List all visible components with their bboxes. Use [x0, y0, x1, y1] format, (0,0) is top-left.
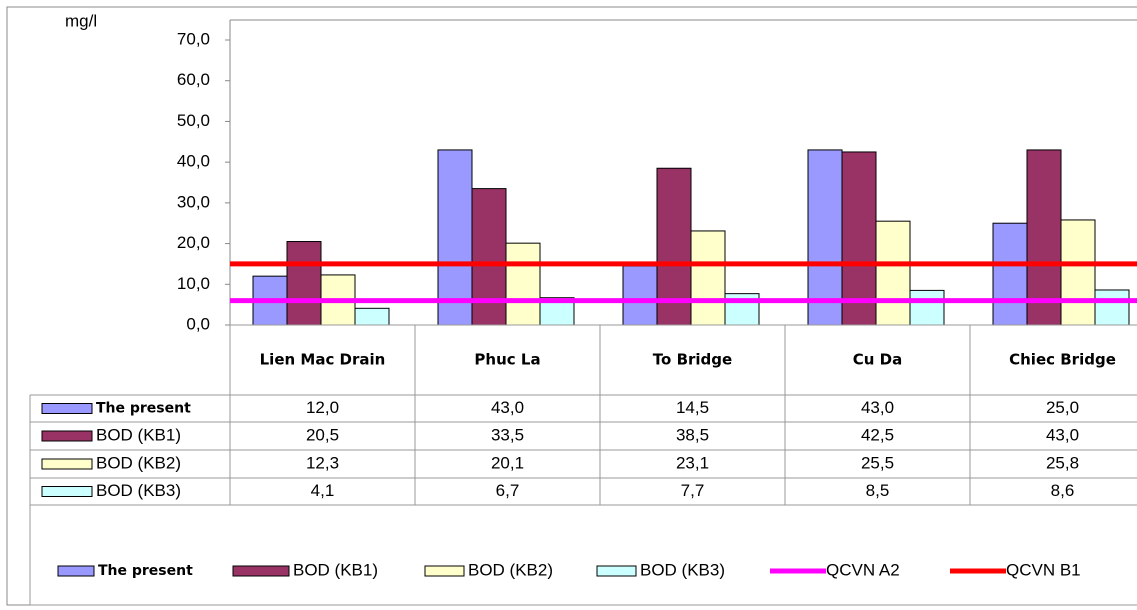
- table-value: 4,1: [311, 481, 335, 500]
- row-label: BOD (KB3): [96, 481, 181, 500]
- legend-key: [41, 430, 93, 442]
- bar: [992, 222, 1028, 326]
- legend-key: [424, 565, 465, 577]
- bar: [1094, 289, 1130, 326]
- table-value: 43,0: [861, 398, 894, 417]
- row-label: BOD (KB1): [96, 425, 181, 444]
- category-label: To Bridge: [653, 351, 732, 369]
- table-value: 12,0: [306, 398, 339, 417]
- bar: [437, 149, 473, 326]
- legend-key: [232, 565, 290, 577]
- y-tick-label: 40,0: [177, 152, 210, 171]
- row-label: BOD (KB2): [96, 453, 181, 472]
- legend-label: BOD (KB2): [468, 560, 553, 579]
- legend-key: [596, 565, 637, 577]
- bar: [841, 151, 877, 326]
- table-value: 8,5: [866, 481, 890, 500]
- legend-label: QCVN B1: [1006, 560, 1081, 579]
- category-label: Cu Da: [853, 351, 902, 369]
- bar: [354, 307, 390, 326]
- legend-key: [41, 486, 93, 497]
- bar: [471, 188, 507, 326]
- table-value: 20,5: [306, 425, 339, 444]
- table-value: 42,5: [861, 425, 894, 444]
- legend-box: [29, 504, 1137, 606]
- bar: [875, 220, 911, 326]
- legend-label: BOD (KB3): [640, 560, 725, 579]
- bar: [909, 289, 945, 326]
- bar: [505, 242, 541, 326]
- y-tick-label: 10,0: [177, 274, 210, 293]
- y-tick-label: 60,0: [177, 70, 210, 89]
- category-label: Chiec Bridge: [1009, 351, 1116, 369]
- y-tick-label: 0,0: [186, 314, 210, 333]
- legend-label: The present: [98, 563, 193, 579]
- bar: [1026, 149, 1062, 326]
- table-value: 14,5: [676, 398, 709, 417]
- table-value: 43,0: [1046, 425, 1079, 444]
- legend-key: [41, 458, 93, 470]
- legend-label: QCVN A2: [826, 560, 900, 579]
- table-value: 23,1: [676, 453, 709, 472]
- table-value: 43,0: [491, 398, 524, 417]
- bar: [622, 265, 658, 326]
- table-value: 38,5: [676, 425, 709, 444]
- table-value: 25,8: [1046, 453, 1079, 472]
- y-axis-label: mg/l: [65, 11, 97, 30]
- y-tick-label: 20,0: [177, 233, 210, 252]
- table-value: 25,0: [1046, 398, 1079, 417]
- y-tick-label: 70,0: [177, 29, 210, 48]
- legend-key: [57, 565, 95, 577]
- category-label: Phuc La: [474, 351, 540, 369]
- table-value: 8,6: [1051, 481, 1075, 500]
- legend-key: [41, 403, 93, 414]
- y-tick-label: 50,0: [177, 111, 210, 130]
- bar: [1060, 219, 1096, 326]
- category-label: Lien Mac Drain: [260, 351, 386, 369]
- table-value: 7,7: [681, 481, 705, 500]
- y-tick-label: 30,0: [177, 192, 210, 211]
- table-value: 33,5: [491, 425, 524, 444]
- table-value: 6,7: [496, 481, 520, 500]
- bar: [690, 230, 726, 326]
- table-value: 20,1: [491, 453, 524, 472]
- legend-label: BOD (KB1): [293, 560, 378, 579]
- bar: [286, 241, 322, 326]
- row-label: The present: [96, 401, 191, 417]
- table-value: 12,3: [306, 453, 339, 472]
- table-value: 25,5: [861, 453, 894, 472]
